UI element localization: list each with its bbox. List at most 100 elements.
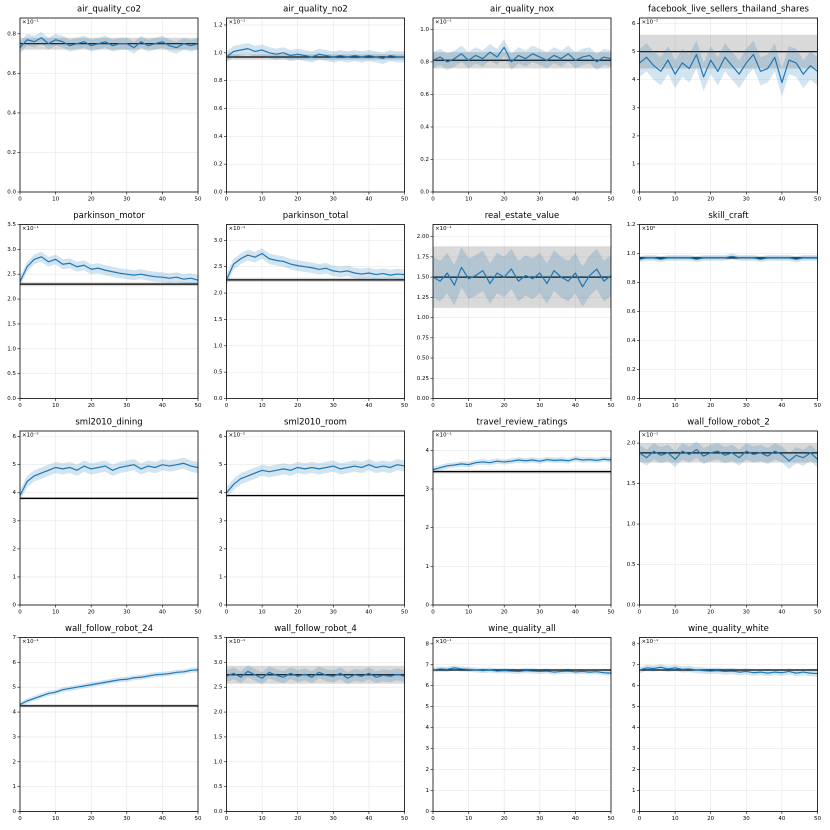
y-tick-label: 3.0 (214, 238, 223, 244)
y-tick-label: 1.2 (627, 222, 636, 228)
x-tick-label: 0 (225, 816, 229, 822)
x-tick-label: 50 (195, 403, 202, 409)
x-tick-label: 0 (638, 816, 642, 822)
y-tick-label: 1.75 (417, 254, 430, 260)
y-tick-label: 3 (632, 105, 636, 111)
y-tick-label: 6 (13, 660, 17, 666)
series-line (639, 666, 818, 675)
y-tick-label: 4 (219, 490, 223, 496)
plot-frame (432, 637, 612, 812)
panel-title: wine_quality_white (688, 624, 769, 634)
y-tick-label: 0.6 (214, 106, 223, 112)
y-multiplier: ×10⁰ (642, 225, 657, 232)
y-tick-label: 0.0 (214, 809, 223, 815)
y-tick-label: 0 (426, 809, 430, 815)
panel-title: wall_follow_robot_2 (687, 418, 770, 428)
panel: air_quality_co2 0.0 0.2 0.4 0.6 0.8 0 10 20 30 40 5… (7, 5, 202, 203)
x-tick-label: 50 (195, 610, 202, 616)
x-tick-label: 50 (401, 403, 408, 409)
y-tick-label: 0.4 (7, 110, 16, 116)
y-tick-label: 0.0 (7, 396, 16, 402)
y-tick-label: 0.4 (420, 124, 429, 130)
series-line (432, 667, 612, 674)
y-tick-label: 0.2 (7, 150, 16, 156)
x-tick-label: 40 (572, 610, 579, 616)
x-tick-label: 10 (672, 403, 679, 409)
x-tick-label: 50 (195, 197, 202, 203)
y-multiplier: ×10⁻¹ (435, 225, 452, 232)
panel: parkinson_total 0.0 0.5 1.0 1.5 2.0 2.5 3.0 0 10 2… (214, 211, 409, 409)
panel-title: air_quality_nox (490, 5, 554, 15)
y-tick-label: 2.0 (7, 297, 16, 303)
x-tick-label: 30 (330, 816, 337, 822)
y-tick-label: 5 (13, 462, 17, 468)
x-tick-label: 20 (707, 197, 714, 203)
x-tick-label: 30 (330, 610, 337, 616)
y-multiplier: ×10⁻² (22, 432, 39, 439)
plot-frame (639, 17, 818, 193)
y-tick-label: 0.8 (420, 59, 429, 65)
x-tick-label: 40 (159, 816, 166, 822)
y-tick-label: 1.0 (627, 522, 636, 528)
y-tick-label: 5 (632, 49, 636, 55)
y-tick-label: 4 (13, 710, 17, 716)
panel-title: sml2010_dining (75, 418, 142, 428)
plot-frame (226, 637, 405, 812)
plot-frame (19, 430, 199, 606)
y-tick-label: 0 (426, 603, 430, 609)
y-tick-label: 2.00 (417, 234, 430, 240)
x-tick-label: 40 (778, 610, 785, 616)
x-tick-label: 0 (431, 403, 435, 409)
error-band (639, 441, 818, 470)
series-line (639, 449, 818, 462)
x-tick-label: 20 (707, 610, 714, 616)
x-tick-label: 20 (707, 816, 714, 822)
x-tick-label: 0 (638, 610, 642, 616)
y-multiplier: ×10⁻¹ (22, 225, 39, 232)
panel-title: travel_review_ratings (477, 418, 568, 428)
y-tick-label: 0.6 (7, 71, 16, 77)
y-tick-label: 1.5 (627, 481, 636, 487)
panel-title: parkinson_total (283, 211, 348, 221)
x-tick-label: 0 (638, 403, 642, 409)
y-tick-label: 2.5 (7, 272, 16, 278)
y-tick-label: 6 (426, 683, 430, 689)
x-tick-label: 40 (572, 403, 579, 409)
x-tick-label: 30 (743, 610, 750, 616)
y-tick-label: 2 (13, 546, 17, 552)
y-tick-label: 0.75 (417, 335, 430, 341)
y-tick-label: 1.5 (7, 321, 16, 327)
x-tick-label: 40 (778, 403, 785, 409)
plot-frame (19, 224, 199, 399)
y-tick-label: 0.8 (214, 78, 223, 84)
x-tick-label: 40 (365, 403, 372, 409)
y-tick-label: 0.4 (627, 338, 636, 344)
y-tick-label: 1.5 (214, 734, 223, 740)
y-tick-label: 2.0 (214, 710, 223, 716)
y-tick-label: 0.5 (214, 370, 223, 376)
panel: sml2010_room 0 1 2 3 4 5 6 0 10 20 30 40 50 ×10⁻² (219, 418, 408, 616)
y-tick-label: 1.0 (7, 346, 16, 352)
panel-title: real_estate_value (485, 211, 560, 221)
y-tick-label: 4 (632, 77, 636, 83)
y-tick-label: 1.00 (417, 315, 430, 321)
y-tick-label: 0.25 (417, 376, 430, 382)
y-tick-label: 0.50 (417, 356, 430, 362)
plot-frame (432, 430, 612, 606)
y-tick-label: 3 (426, 746, 430, 752)
x-tick-label: 0 (431, 610, 435, 616)
x-tick-label: 30 (123, 403, 130, 409)
x-tick-label: 20 (501, 197, 508, 203)
y-tick-label: 1.0 (627, 251, 636, 257)
panel-title: skill_craft (708, 211, 749, 221)
y-tick-label: 1.25 (417, 295, 430, 301)
x-tick-label: 40 (159, 197, 166, 203)
x-tick-label: 50 (608, 403, 615, 409)
y-tick-label: 3.0 (214, 660, 223, 666)
y-tick-label: 0 (219, 603, 223, 609)
y-tick-label: 0.00 (417, 396, 430, 402)
y-tick-label: 0.5 (7, 371, 16, 377)
y-tick-label: 0 (13, 809, 17, 815)
error-band (226, 459, 405, 499)
y-multiplier: ×10⁻¹ (435, 432, 452, 439)
